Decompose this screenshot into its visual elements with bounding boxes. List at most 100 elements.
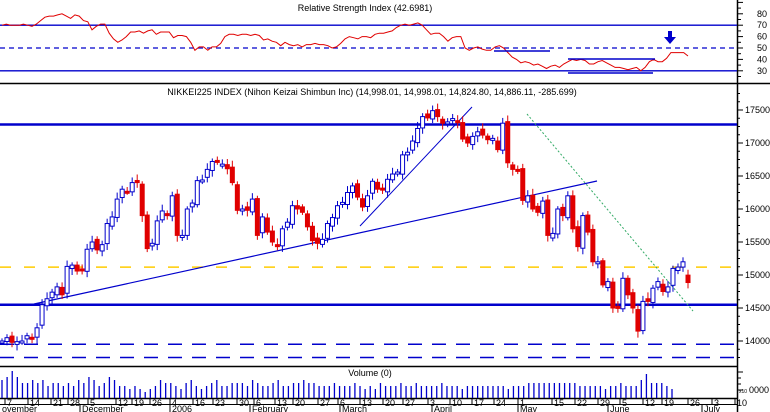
candle xyxy=(435,109,441,118)
candle xyxy=(214,159,220,163)
candle xyxy=(680,261,686,268)
candle xyxy=(189,202,195,208)
candle xyxy=(670,267,676,286)
candle xyxy=(610,281,616,309)
price-panel: NIKKEI225 INDEX (Nihon Keizai Shimbun In… xyxy=(0,87,770,359)
candle xyxy=(455,120,461,124)
candle xyxy=(550,232,556,239)
month-label: 2006 xyxy=(172,404,192,412)
candle xyxy=(29,336,35,340)
month-label: February xyxy=(252,404,289,412)
candle xyxy=(620,277,626,310)
candle xyxy=(515,168,521,172)
candle xyxy=(284,221,290,228)
price-tick-label: 14500 xyxy=(745,303,770,313)
candle xyxy=(49,291,55,299)
candle xyxy=(380,187,386,191)
candle xyxy=(0,340,5,344)
day-tick-label: 13 xyxy=(362,398,372,408)
downtrend-line xyxy=(526,113,694,312)
candle xyxy=(99,244,105,252)
candle xyxy=(19,340,25,344)
rsi-tick-label: 60 xyxy=(757,32,767,42)
price-tick-label: 15000 xyxy=(745,270,770,280)
candle xyxy=(470,135,476,146)
day-tick-label: 28 xyxy=(70,398,80,408)
day-tick-label: 6 xyxy=(256,398,261,408)
candle xyxy=(59,286,65,296)
candle xyxy=(94,238,100,251)
price-tick-label: 17000 xyxy=(745,138,770,148)
candle xyxy=(355,183,361,198)
price-tick-label: 16500 xyxy=(745,171,770,181)
month-label: July xyxy=(704,404,721,412)
candle xyxy=(460,122,466,140)
candle xyxy=(289,205,295,225)
candle xyxy=(9,335,15,343)
arrow-down-icon xyxy=(664,31,676,44)
day-tick-label: 7 xyxy=(7,398,12,408)
candle xyxy=(655,281,661,288)
candle xyxy=(149,242,155,247)
candle xyxy=(635,309,641,332)
candle xyxy=(525,195,531,203)
candle xyxy=(229,166,235,184)
day-tick-label: 15 xyxy=(554,398,564,408)
volume-tick-label: 0000 xyxy=(749,385,769,395)
candle xyxy=(465,136,471,144)
date-axis: 7 14 21 28 5 12 19 26 4 16 23 30 6 13 20 27 6 13 20 27 3 10 17… xyxy=(0,398,747,412)
rsi-tick-label: 70 xyxy=(757,20,767,30)
day-tick-label: 29 xyxy=(600,398,610,408)
candle xyxy=(89,241,95,250)
candle xyxy=(400,154,406,175)
candle xyxy=(194,180,200,206)
price-trendlines xyxy=(33,106,694,312)
candle xyxy=(4,337,10,343)
month-label: June xyxy=(610,404,630,412)
candle xyxy=(580,215,586,249)
candle xyxy=(410,140,416,151)
rsi-tick-label: 80 xyxy=(757,9,767,19)
candle xyxy=(319,238,325,245)
day-tick-label: 19 xyxy=(134,398,144,408)
candle xyxy=(360,198,366,208)
candle xyxy=(350,185,356,193)
candle xyxy=(685,274,691,284)
candle xyxy=(24,335,30,340)
candle xyxy=(304,213,310,228)
candle xyxy=(375,181,381,190)
candle xyxy=(345,192,351,206)
candle xyxy=(560,206,566,217)
candle xyxy=(625,277,631,296)
candle xyxy=(405,151,411,156)
candle xyxy=(184,208,190,236)
candle xyxy=(239,208,245,212)
volume-unit-label: x10 xyxy=(739,389,747,395)
candle xyxy=(480,128,486,136)
day-tick-label: 20 xyxy=(295,398,305,408)
candle xyxy=(565,195,571,219)
month-label: May xyxy=(520,404,538,412)
price-tick-label: 15500 xyxy=(745,237,770,247)
day-tick-label: 17 xyxy=(474,398,484,408)
candle xyxy=(244,206,250,211)
candle xyxy=(79,268,85,272)
candle xyxy=(314,237,320,244)
candle xyxy=(44,298,50,307)
candle xyxy=(34,327,40,338)
day-tick-label: 16 xyxy=(195,398,205,408)
day-tick-label: 6 xyxy=(340,398,345,408)
candle xyxy=(590,228,596,263)
candle xyxy=(144,214,150,250)
day-tick-label: 10 xyxy=(737,398,747,408)
candle xyxy=(415,127,421,144)
candle xyxy=(179,234,185,239)
day-tick-label: 22 xyxy=(577,398,587,408)
month-label: March xyxy=(342,404,367,412)
candle xyxy=(299,206,305,213)
candle xyxy=(169,195,175,217)
candle xyxy=(500,122,506,151)
day-tick-label: 27 xyxy=(405,398,415,408)
